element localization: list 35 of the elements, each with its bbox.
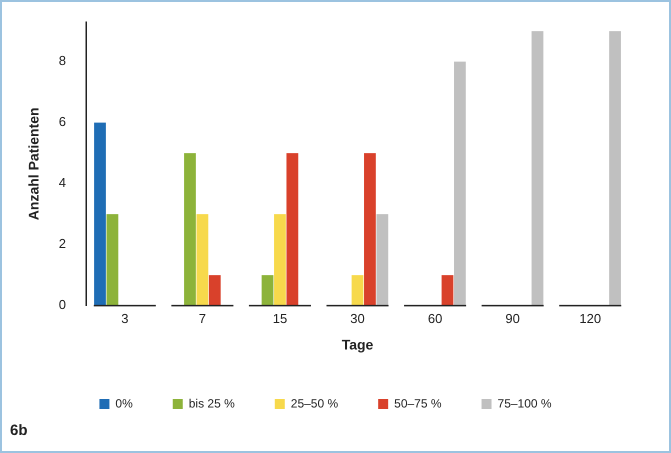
y-tick-label: 2 [58,236,66,252]
bar [286,153,298,306]
bar [106,214,118,306]
legend-label: 25–50 % [290,396,338,410]
bar [184,153,196,306]
y-tick-label: 6 [58,114,66,130]
legend-label: 50–75 % [394,396,442,410]
y-axis-title: Anzahl Patienten [25,107,42,220]
bar [94,122,106,306]
text: 6b [10,422,28,439]
bar [208,275,221,306]
x-tick-label: 90 [505,310,520,326]
bar [196,214,208,306]
bar [454,62,466,306]
bar [364,153,376,306]
x-tick-label: 120 [579,310,602,326]
y-tick-label: 0 [58,297,66,312]
bar [376,214,388,306]
x-tick-label: 30 [350,310,365,326]
x-tick-label: 60 [428,310,442,326]
bar [609,31,621,306]
bar [532,31,544,306]
x-tick-label: 3 [121,310,128,326]
bar [262,275,274,306]
legend-label: bis 25 % [188,396,236,410]
bar [352,275,364,306]
bar [442,275,454,306]
legend-label: 0% [115,396,134,410]
x-tick-label: 15 [272,310,288,326]
x-axis-title: Tage [342,336,374,352]
y-tick-label: 8 [58,53,66,68]
legend-label: 75–100 % [498,396,552,410]
y-tick-label: 4 [58,175,66,190]
x-tick-label: 7 [198,310,206,326]
bar [274,214,286,306]
